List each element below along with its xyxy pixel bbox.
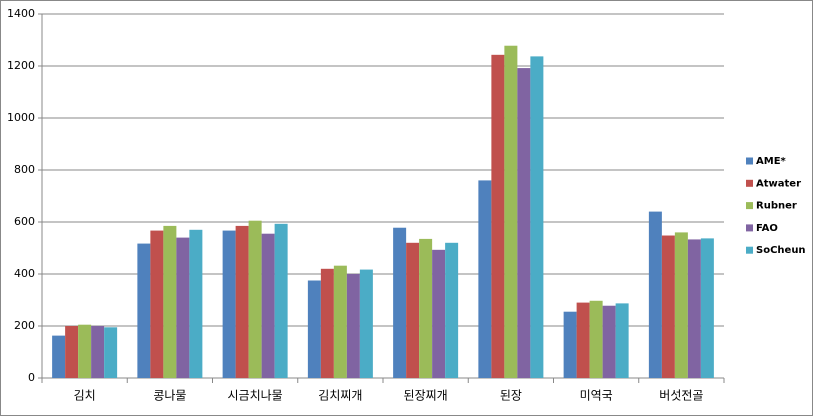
y-tick-label: 800 xyxy=(14,163,35,176)
bar xyxy=(104,327,118,378)
legend-swatch xyxy=(746,202,753,210)
x-tick-label: 김치찌개 xyxy=(318,389,362,403)
x-tick-label: 김치 xyxy=(74,389,96,403)
bar xyxy=(189,229,203,378)
bar xyxy=(517,68,531,378)
legend-swatch xyxy=(746,179,753,187)
bar xyxy=(393,227,407,378)
bar xyxy=(163,225,177,378)
x-tick-label: 버섯전골 xyxy=(659,389,703,403)
bar xyxy=(65,326,79,378)
bar xyxy=(78,324,92,378)
bar xyxy=(248,220,262,378)
y-tick-label: 600 xyxy=(14,215,35,228)
bar xyxy=(576,302,590,378)
bar xyxy=(530,56,544,378)
y-tick-label: 0 xyxy=(28,371,35,384)
y-tick-label: 400 xyxy=(14,267,35,280)
bar xyxy=(274,223,288,378)
bar xyxy=(419,238,433,378)
x-tick-label: 시금치나물 xyxy=(228,389,283,403)
bar xyxy=(674,232,688,378)
bar xyxy=(615,303,629,378)
legend-label: SoCheun xyxy=(756,245,806,256)
y-tick-label: 1000 xyxy=(7,111,35,124)
bar xyxy=(346,274,360,378)
bar xyxy=(52,335,66,378)
y-tick-label: 1400 xyxy=(7,7,35,20)
bar xyxy=(445,242,459,378)
legend-label: AME* xyxy=(756,156,787,167)
bar xyxy=(406,242,420,378)
x-tick-label: 된장 xyxy=(500,389,522,403)
legend-label: Atwater xyxy=(756,178,801,189)
bar xyxy=(320,268,334,378)
bar xyxy=(359,269,373,378)
bar xyxy=(602,305,616,378)
bar xyxy=(700,238,714,378)
x-tick-label: 된장찌개 xyxy=(404,389,448,403)
bar xyxy=(687,239,701,378)
bar xyxy=(307,280,321,378)
bar xyxy=(261,233,275,378)
legend-swatch xyxy=(746,224,753,232)
bar xyxy=(235,225,249,378)
x-tick-label: 콩나물 xyxy=(153,389,186,403)
y-tick-label: 200 xyxy=(14,319,35,332)
legend-swatch xyxy=(746,246,753,254)
bar xyxy=(137,243,151,378)
bar xyxy=(150,230,164,378)
bar xyxy=(333,265,347,378)
bar xyxy=(589,300,603,378)
bar xyxy=(661,235,675,378)
bar xyxy=(648,211,662,378)
bar xyxy=(176,237,190,378)
bar xyxy=(491,54,505,378)
x-tick-label: 미역국 xyxy=(580,389,613,403)
bar xyxy=(222,230,236,378)
bar xyxy=(504,45,518,378)
legend-swatch xyxy=(746,157,753,165)
bar xyxy=(432,249,446,378)
y-tick-label: 1200 xyxy=(7,59,35,72)
legend-label: Rubner xyxy=(756,201,797,212)
legend-label: FAO xyxy=(756,223,778,234)
bar xyxy=(91,326,105,378)
bar xyxy=(563,311,577,378)
bar xyxy=(478,180,492,378)
